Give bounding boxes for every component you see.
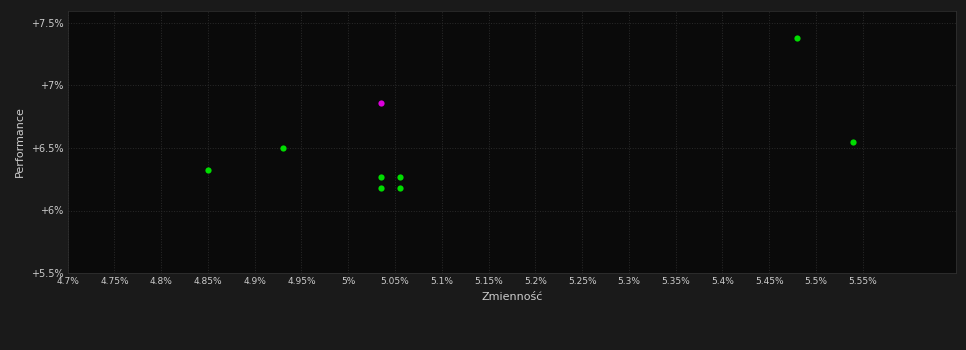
Point bbox=[275, 145, 291, 151]
Point bbox=[373, 185, 388, 191]
Point bbox=[373, 100, 388, 106]
Point bbox=[392, 185, 408, 191]
Point bbox=[373, 174, 388, 180]
Y-axis label: Performance: Performance bbox=[15, 106, 25, 177]
Point bbox=[789, 35, 805, 41]
Point bbox=[392, 174, 408, 180]
X-axis label: Zmienność: Zmienność bbox=[481, 292, 543, 302]
Point bbox=[200, 168, 215, 173]
Point bbox=[845, 139, 861, 145]
